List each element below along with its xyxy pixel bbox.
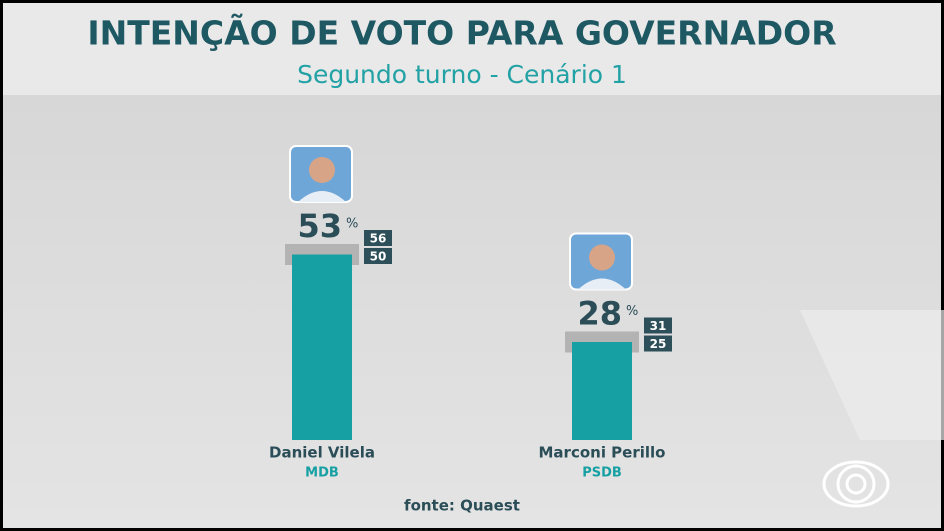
- party-label: PSDB: [582, 466, 622, 481]
- range-box: [364, 230, 392, 246]
- value-label: 53: [297, 207, 342, 245]
- range-box: [364, 248, 392, 264]
- range-box: [644, 317, 672, 334]
- photo-face: [309, 157, 335, 183]
- photo-face: [589, 244, 615, 271]
- range-label: 50: [370, 250, 387, 264]
- range-label: 25: [650, 337, 667, 351]
- bar: [292, 254, 352, 440]
- value-label: 28: [577, 295, 622, 333]
- header-band: [3, 3, 941, 95]
- range-box: [644, 335, 672, 352]
- bar: [572, 342, 632, 440]
- value-unit: %: [626, 304, 638, 319]
- photo-body: [298, 191, 346, 202]
- range-label: 56: [370, 232, 387, 246]
- decor: [800, 310, 944, 440]
- x-tick-label: Marconi Perillo: [539, 444, 666, 462]
- logo: [822, 460, 890, 508]
- chart-title: INTENÇÃO DE VOTO PARA GOVERNADOR: [87, 13, 836, 53]
- party-label: MDB: [305, 466, 339, 481]
- range-label: 31: [650, 319, 667, 333]
- value-unit: %: [346, 217, 358, 232]
- photo-body: [578, 278, 626, 290]
- source: fonte: Quaest: [404, 497, 520, 515]
- chart-subtitle: Segundo turno - Cenário 1: [297, 60, 627, 89]
- x-tick-label: Daniel Vilela: [269, 444, 375, 462]
